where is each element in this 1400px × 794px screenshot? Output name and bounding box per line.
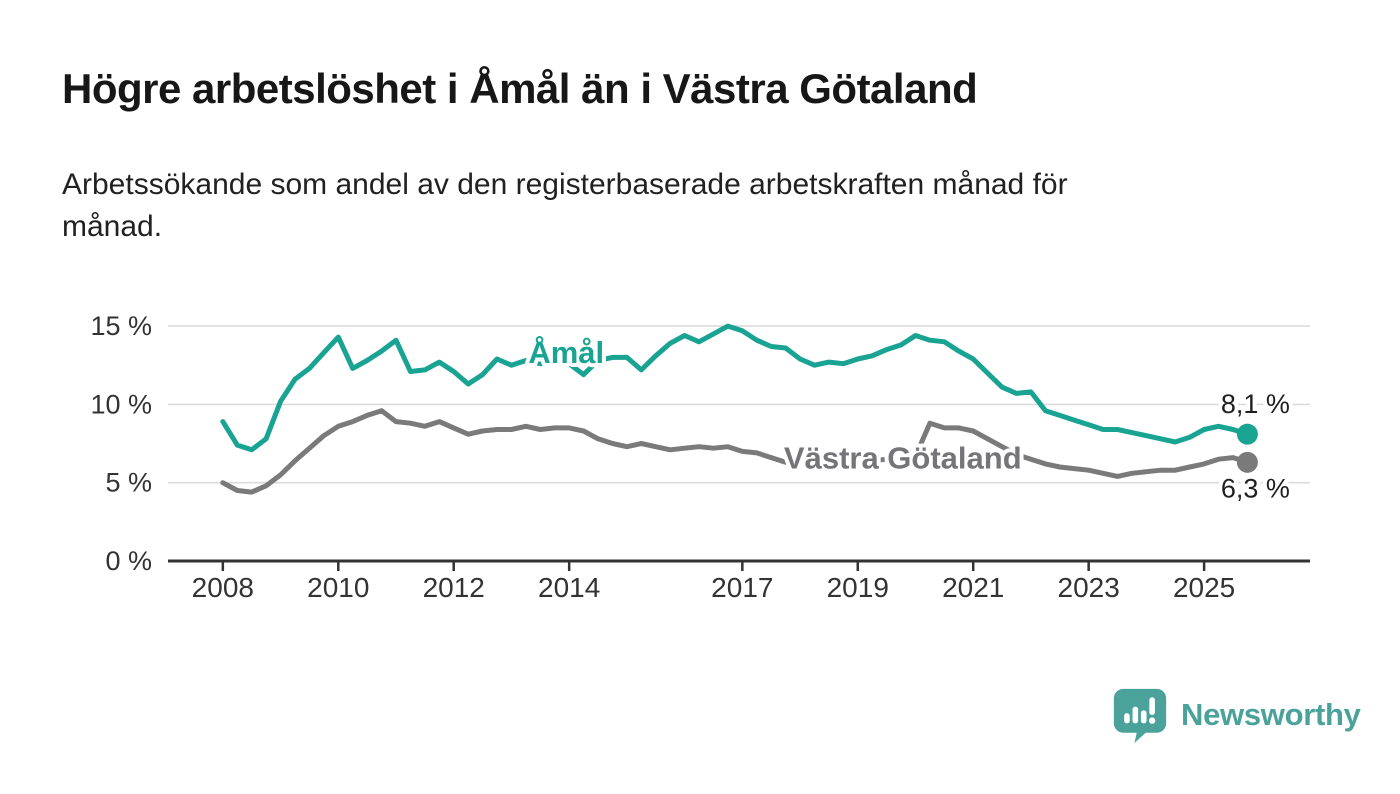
x-tick-label: 2012 — [423, 572, 485, 603]
y-tick-label: 0 % — [105, 546, 152, 576]
y-tick-label: 15 % — [90, 311, 152, 341]
chart-subtitle-line-1: Arbetssökande som andel av den registerb… — [62, 168, 1068, 201]
x-tick-label: 2021 — [942, 572, 1004, 603]
chart-title: Högre arbetslöshet i Åmål än i Västra Gö… — [62, 65, 978, 112]
series-label--m-l: Åmål — [528, 335, 604, 370]
newsworthy-logo: Newsworthy — [1112, 686, 1361, 744]
x-tick-label: 2010 — [307, 572, 369, 603]
newsworthy-logo-mark-icon — [1113, 688, 1167, 743]
logo-bar-large — [1132, 706, 1139, 724]
series-end-value-label--m-l: 8,1 % — [1221, 389, 1290, 419]
chart-subtitle-line-2: månad. — [62, 210, 163, 243]
series-end-value-label-v-stra-g-taland: 6,3 % — [1221, 473, 1290, 503]
series-line-v-stra-g-taland — [220, 408, 1250, 495]
x-tick-label: 2025 — [1173, 572, 1235, 603]
logo-bar-small — [1124, 713, 1130, 724]
x-tick-label: 2014 — [538, 572, 600, 603]
newsworthy-logo-text: Newsworthy — [1181, 697, 1361, 732]
logo-exclamation-dot — [1148, 717, 1156, 724]
logo-bar-medium — [1140, 710, 1147, 724]
series-line--m-l — [220, 323, 1250, 453]
x-tick-label: 2008 — [192, 572, 254, 603]
line-chart: 0 % 5 % 10 % 15 % 2008 2010 2012 2014 2017 2019 20… — [90, 311, 1310, 603]
x-tick-label: 2017 — [711, 572, 773, 603]
series-end-dot--m-l — [1236, 423, 1258, 445]
y-tick-label: 5 % — [105, 468, 152, 498]
x-tick-label: 2019 — [827, 572, 889, 603]
logo-exclamation-bar — [1149, 697, 1155, 715]
y-tick-label: 10 % — [90, 389, 152, 419]
series-end-dot-v-stra-g-taland — [1236, 451, 1258, 473]
series-label-v-stra-g-taland: Västra Götaland — [784, 441, 1022, 476]
chart-subtitle: Arbetssökande som andel av den registerb… — [62, 164, 1068, 248]
x-tick-label: 2023 — [1058, 572, 1120, 603]
